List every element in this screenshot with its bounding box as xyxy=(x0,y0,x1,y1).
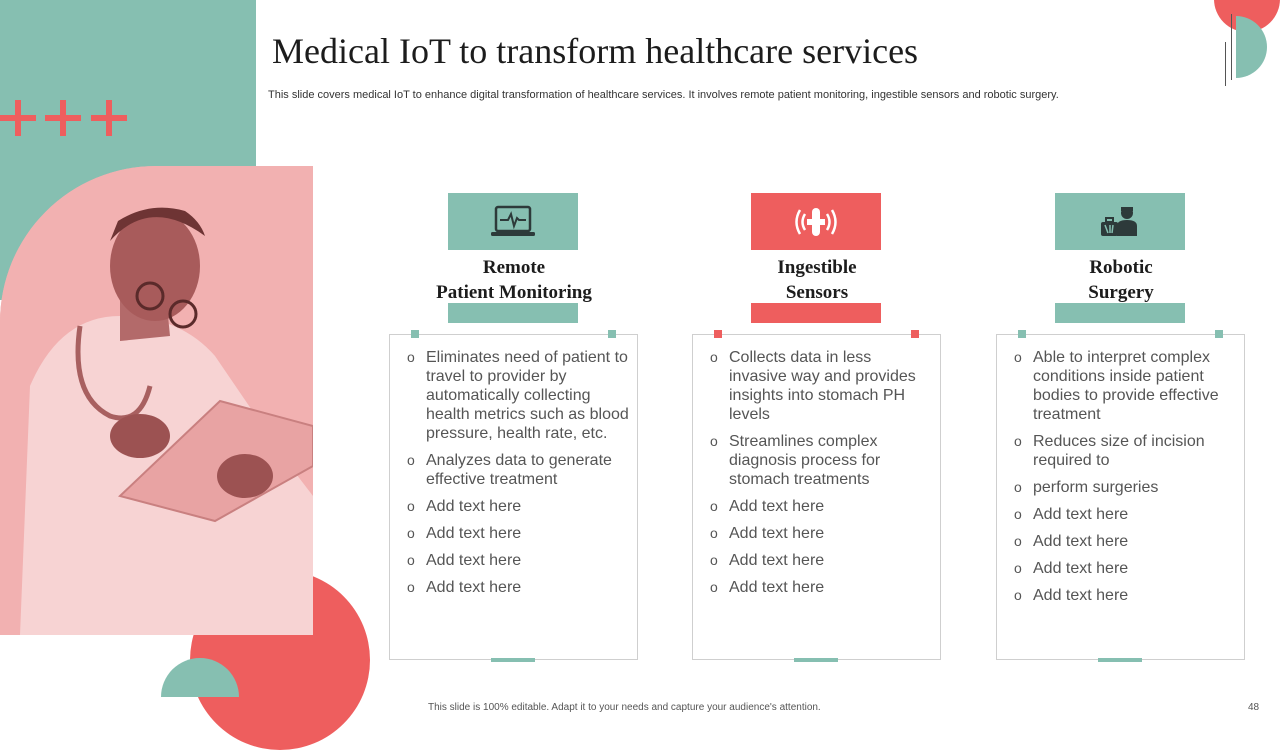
icon-box xyxy=(1055,193,1185,250)
card-bottom-tab xyxy=(1098,658,1142,662)
card-tab xyxy=(411,330,419,338)
heading-bar xyxy=(751,303,881,323)
list-item: Add text here xyxy=(1014,505,1236,524)
list-item: Add text here xyxy=(710,551,932,570)
heading-line: Remote xyxy=(482,257,546,278)
divider-line xyxy=(1225,42,1226,86)
list-item: Add text here xyxy=(1014,532,1236,551)
card-tab xyxy=(911,330,919,338)
list-item: Reduces size of incision required to xyxy=(1014,432,1236,470)
list-item: Analyzes data to generate effective trea… xyxy=(407,451,629,489)
page-title: Medical IoT to transform healthcare serv… xyxy=(272,31,919,71)
list-item: Add text here xyxy=(407,524,629,543)
footer-note: This slide is 100% editable. Adapt it to… xyxy=(428,702,821,713)
list-item: Add text here xyxy=(710,578,932,597)
card-tab xyxy=(1215,330,1223,338)
list-item: Add text here xyxy=(1014,559,1236,578)
divider-line xyxy=(1231,14,1232,80)
heading-line: Ingestible xyxy=(777,257,857,278)
bullet-list: Collects data in less invasive way and p… xyxy=(710,348,932,605)
icon-box xyxy=(751,193,881,250)
column-heading: Remote Patient Monitoring xyxy=(389,255,639,305)
bullet-list: Eliminates need of patient to travel to … xyxy=(407,348,629,605)
heading-line: Robotic xyxy=(1089,257,1153,278)
heading-line: Patient Monitoring xyxy=(436,282,592,303)
list-item: Add text here xyxy=(710,524,932,543)
card-tab xyxy=(608,330,616,338)
heading-bar xyxy=(448,303,578,323)
column-ingestible-sensors: Ingestible Sensors Collects data in less… xyxy=(692,193,946,662)
laptop-heartbeat-icon xyxy=(491,205,535,236)
list-item: Add text here xyxy=(407,578,629,597)
heading-bar xyxy=(1055,303,1185,323)
list-item: Add text here xyxy=(710,497,932,516)
card-bottom-tab xyxy=(491,658,535,662)
column-robotic-surgery: Robotic Surgery Able to interpret comple… xyxy=(996,193,1250,662)
card-tab xyxy=(714,330,722,338)
list-item: Collects data in less invasive way and p… xyxy=(710,348,932,424)
plus-icon xyxy=(91,100,127,136)
icon-box xyxy=(448,193,578,250)
doctor-illustration xyxy=(0,166,313,635)
card-tab xyxy=(1018,330,1026,338)
page-subtitle: This slide covers medical IoT to enhance… xyxy=(268,89,1059,101)
surgeon-icon xyxy=(1101,206,1137,236)
bullet-list: Able to interpret complex conditions ins… xyxy=(1014,348,1236,613)
list-item: Add text here xyxy=(407,497,629,516)
plus-icon xyxy=(0,100,36,136)
column-heading: Ingestible Sensors xyxy=(692,255,942,305)
list-item: Add text here xyxy=(1014,586,1236,605)
list-item: Eliminates need of patient to travel to … xyxy=(407,348,629,443)
column-remote-monitoring: Remote Patient Monitoring Eliminates nee… xyxy=(389,193,643,662)
list-item: Able to interpret complex conditions ins… xyxy=(1014,348,1236,424)
plus-icon xyxy=(45,100,81,136)
ingestible-sensor-icon xyxy=(795,207,837,236)
heading-line: Surgery xyxy=(1088,282,1154,303)
column-heading: Robotic Surgery xyxy=(996,255,1246,305)
list-item: Add text here xyxy=(407,551,629,570)
doctor-photo xyxy=(0,166,313,635)
list-item: Streamlines complex diagnosis process fo… xyxy=(710,432,932,489)
list-item: perform surgeries xyxy=(1014,478,1236,497)
card-bottom-tab xyxy=(794,658,838,662)
page-number: 48 xyxy=(1248,702,1260,713)
heading-line: Sensors xyxy=(785,282,849,303)
